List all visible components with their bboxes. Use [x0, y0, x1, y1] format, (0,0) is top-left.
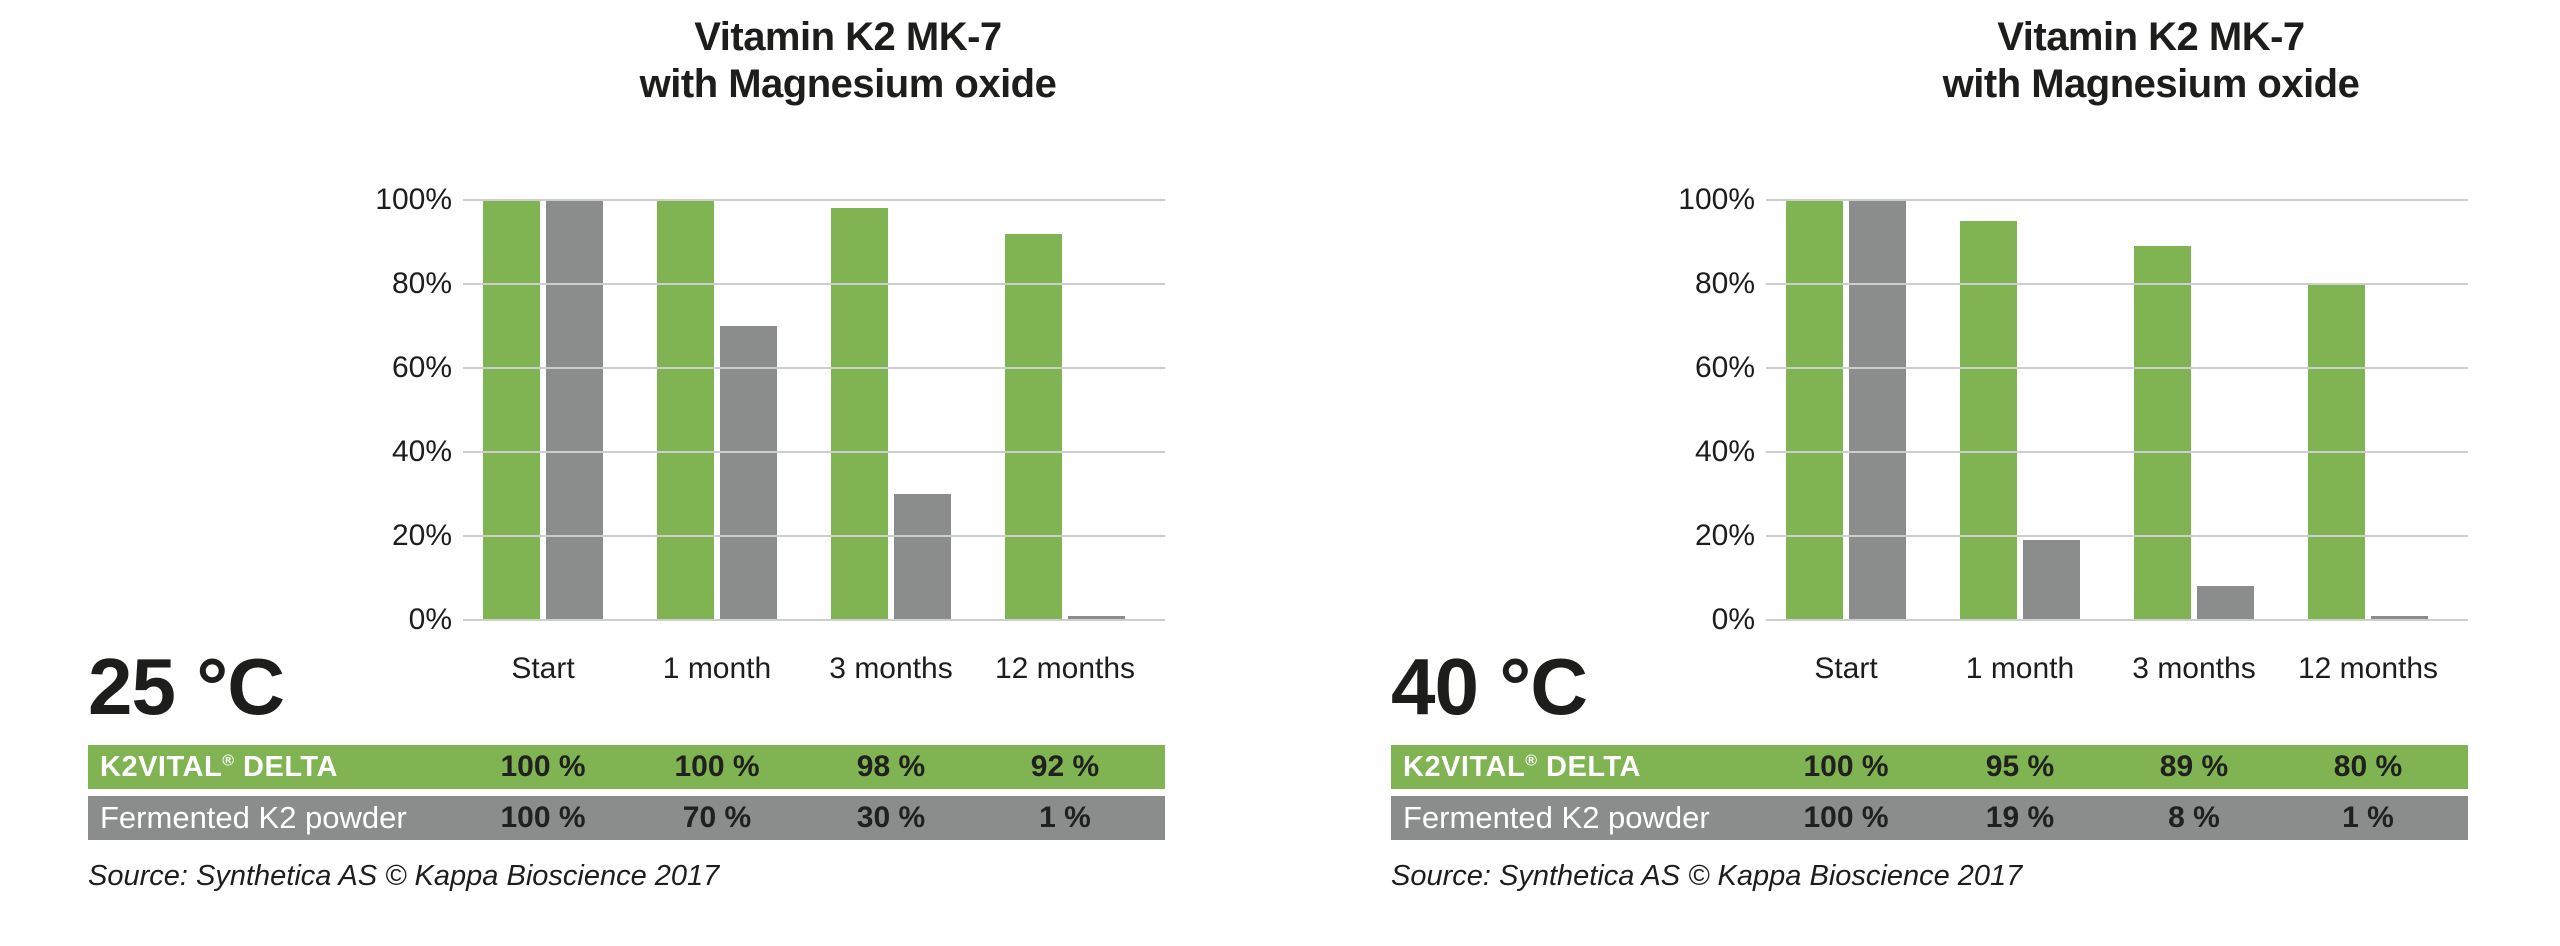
bar-fermented-k2-start: [1849, 200, 1906, 620]
y-axis-tick-label: 0%: [408, 603, 452, 636]
chart-title-line2: with Magnesium oxide: [1942, 62, 2360, 106]
table-value-cell: 89 %: [2159, 750, 2229, 783]
y-axis-tick-label: 20%: [391, 519, 452, 552]
table-value-cell: 100 %: [1803, 750, 1889, 783]
chart-title: Vitamin K2 MK-7 with Magnesium oxide: [1811, 14, 2491, 108]
table-value-cell: 100 %: [500, 801, 586, 834]
table-value-cell: 19 %: [1985, 801, 2055, 834]
y-axis-tick-label: 40%: [1694, 435, 1755, 468]
chart-title-line2: with Magnesium oxide: [639, 62, 1057, 106]
table-value-cell: 100 %: [500, 750, 586, 783]
bar-k2vital-delta-start: [1786, 200, 1843, 620]
chart-title-line1: Vitamin K2 MK-7: [694, 15, 1002, 59]
y-axis-tick-label: 100%: [1678, 183, 1755, 216]
table-row-fermented: Fermented K2 powder 100 % 19 % 8 % 1 %: [1391, 796, 2468, 840]
table-value-cell: 8 %: [2168, 801, 2220, 834]
gridline: [1766, 199, 2468, 201]
table-row-k2vital: K2VITAL® DELTA 100 % 95 % 89 % 80 %: [1391, 745, 2468, 789]
bar-k2vital-delta-1-month: [657, 200, 714, 620]
y-axis-tick-label: 100%: [375, 183, 452, 216]
table-value-cell: 95 %: [1985, 750, 2055, 783]
x-axis-category-label: 12 months: [994, 652, 1136, 685]
y-axis-tick-label: 0%: [1711, 603, 1755, 636]
bar-group-start: [483, 200, 603, 620]
table-value-cell: 30 %: [856, 801, 926, 834]
y-axis-tick-label: 80%: [391, 267, 452, 300]
y-axis-tick-label: 80%: [1694, 267, 1755, 300]
gridline: [463, 535, 1165, 537]
gridline: [1766, 619, 2468, 621]
bar-k2vital-delta-12-months: [1005, 233, 1062, 620]
bar-fermented-k2-1-month: [2023, 540, 2080, 620]
source-attribution: Source: Synthetica AS © Kappa Bioscience…: [1391, 860, 2023, 892]
plot-area: Start 1 month 3 months 12 months: [463, 199, 1165, 685]
bar-group-start: [1786, 200, 1906, 620]
temperature-label: 25 °C: [88, 642, 285, 731]
y-axis-tick-label: 20%: [1694, 519, 1755, 552]
registered-trademark-symbol: ®: [222, 752, 235, 770]
table-row-fermented: Fermented K2 powder 100 % 70 % 30 % 1 %: [88, 796, 1165, 840]
gridline: [463, 283, 1165, 285]
gridline: [463, 199, 1165, 201]
bar-k2vital-delta-3-months: [2134, 246, 2191, 620]
temperature-label: 40 °C: [1391, 642, 1588, 731]
x-axis-category-label: 1 month: [662, 652, 772, 685]
gridline: [463, 451, 1165, 453]
table-value-cell: 1 %: [2342, 801, 2394, 834]
gridline: [1766, 451, 2468, 453]
legend-table: K2VITAL® DELTA 100 % 100 % 98 % 92 % Fermen…: [88, 745, 1165, 847]
bars-container: [1786, 200, 2428, 620]
chart-title: Vitamin K2 MK-7 with Magnesium oxide: [508, 14, 1188, 108]
y-axis-tick-label: 60%: [391, 351, 452, 384]
x-axis-category-label: Start: [511, 652, 575, 685]
bar-group-3-months: [831, 208, 951, 620]
row-label-k2vital: K2VITAL® DELTA: [1403, 751, 1641, 783]
bar-group-3-months: [2134, 246, 2254, 620]
x-axis-category-label: Start: [1814, 652, 1878, 685]
legend-table: K2VITAL® DELTA 100 % 95 % 89 % 80 % Ferment…: [1391, 745, 2468, 847]
gridline: [463, 619, 1165, 621]
table-value-cell: 80 %: [2333, 750, 2403, 783]
bar-k2vital-delta-start: [483, 200, 540, 620]
table-value-cell: 98 %: [856, 750, 926, 783]
row-label-fermented: Fermented K2 powder: [1403, 800, 1710, 835]
table-value-cell: 100 %: [674, 750, 760, 783]
panel-40c: Vitamin K2 MK-7 with Magnesium oxide Sta…: [1391, 0, 2468, 946]
x-axis-category-label: 3 months: [829, 652, 953, 685]
bar-fermented-k2-1-month: [720, 326, 777, 620]
y-axis-tick-label: 40%: [391, 435, 452, 468]
bar-k2vital-delta-1-month: [1960, 221, 2017, 620]
y-axis-tick-label: 60%: [1694, 351, 1755, 384]
bar-group-12-months: [1005, 233, 1125, 620]
table-row-k2vital: K2VITAL® DELTA 100 % 100 % 98 % 92 %: [88, 745, 1165, 789]
gridline: [1766, 535, 2468, 537]
bar-fermented-k2-12-months: [2371, 615, 2428, 620]
source-attribution: Source: Synthetica AS © Kappa Bioscience…: [88, 860, 720, 892]
table-value-cell: 70 %: [682, 801, 752, 834]
gridline: [1766, 283, 2468, 285]
bar-fermented-k2-3-months: [2197, 586, 2254, 620]
x-axis-category-label: 12 months: [2297, 652, 2439, 685]
plot-area: Start 1 month 3 months 12 months: [1766, 199, 2468, 685]
gridline: [1766, 367, 2468, 369]
bar-fermented-k2-12-months: [1068, 615, 1125, 620]
registered-trademark-symbol: ®: [1525, 752, 1538, 770]
bar-group-1-month: [657, 200, 777, 620]
bar-group-1-month: [1960, 221, 2080, 620]
bars-container: [483, 200, 1125, 620]
table-value-cell: 92 %: [1030, 750, 1100, 783]
table-value-cell: 100 %: [1803, 801, 1889, 834]
panel-25c: Vitamin K2 MK-7 with Magnesium oxide Sta…: [88, 0, 1165, 946]
chart-title-line1: Vitamin K2 MK-7: [1997, 15, 2305, 59]
bar-fermented-k2-3-months: [894, 494, 951, 620]
x-axis-category-label: 1 month: [1965, 652, 2075, 685]
bar-k2vital-delta-3-months: [831, 208, 888, 620]
table-value-cell: 1 %: [1039, 801, 1091, 834]
gridline: [463, 367, 1165, 369]
row-label-fermented: Fermented K2 powder: [100, 800, 407, 835]
x-axis-category-label: 3 months: [2132, 652, 2256, 685]
bar-fermented-k2-start: [546, 200, 603, 620]
row-label-k2vital: K2VITAL® DELTA: [100, 751, 338, 783]
